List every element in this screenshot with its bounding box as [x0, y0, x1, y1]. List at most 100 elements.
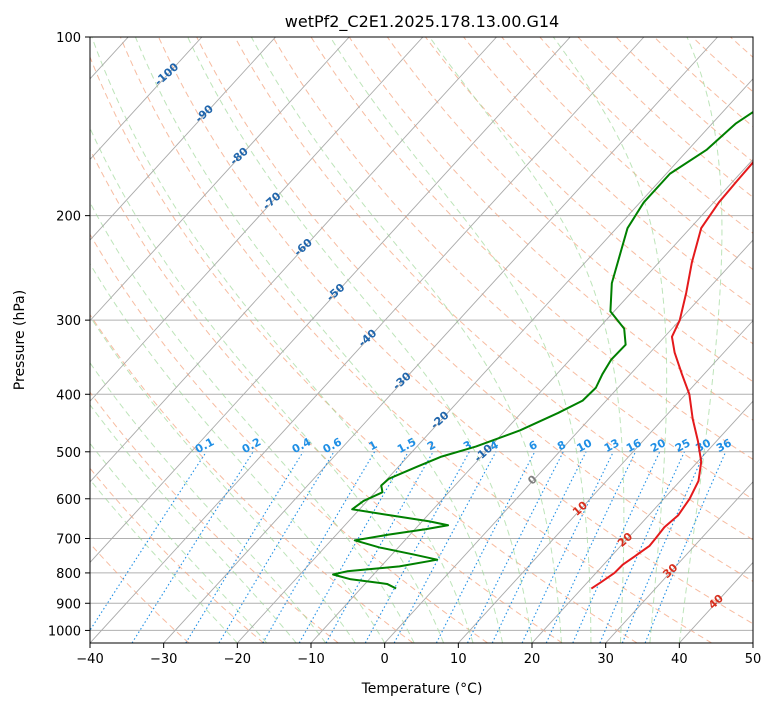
x-tick-label: 30: [597, 652, 614, 667]
dry-adiabat-line: [386, 37, 753, 383]
dry-adiabat-line: [501, 37, 753, 271]
mixing-ratio-label: 0.4: [290, 435, 314, 456]
dry-adiabat-line: [234, 37, 753, 541]
y-tick-label: 300: [56, 314, 81, 329]
sounding-profiles: [332, 110, 753, 590]
y-tick-label: 600: [56, 493, 81, 508]
dry-adiabat-line: [463, 37, 753, 308]
dry-adiabat-line: [769, 37, 775, 643]
dry-adiabat-line: [90, 542, 190, 643]
x-axis: −40 −30 −20 −10 0 10 20 30 40 50: [76, 643, 761, 667]
moist-adiabat-line: [90, 403, 297, 643]
moist-adiabat-line: [678, 37, 723, 643]
dry-adiabat-line: [348, 37, 753, 421]
isotherm-line: [310, 158, 753, 643]
moist-adiabat-line: [90, 262, 386, 643]
mixing-ratio-line: [467, 451, 564, 643]
mixing-ratio-line: [218, 451, 335, 643]
moist-adiabat-line: [90, 362, 327, 643]
dry-adiabat-line: [196, 37, 753, 582]
dry-adiabat-line: [539, 37, 753, 234]
dry-adiabat-line: [90, 391, 339, 643]
mixing-ratio-label: 1.5: [395, 435, 418, 456]
dry-adiabat-line: [577, 37, 753, 198]
mixing-ratio-label: 0.2: [240, 435, 263, 456]
isotherm-line: [90, 37, 497, 483]
x-tick-label: −20: [224, 652, 251, 667]
x-tick-label: −10: [297, 652, 324, 667]
moist-adiabat-line: [90, 315, 356, 643]
mixing-ratio-label: 16: [624, 436, 644, 455]
mixing-ratio-line: [131, 451, 254, 643]
dry-adiabat-line: [119, 37, 713, 643]
moist-adiabats: [90, 37, 723, 643]
x-tick-label: 40: [671, 652, 688, 667]
y-tick-label: 1000: [48, 624, 81, 639]
background-lines: -100-90-80-70-60-50-40-30-20-10010203040…: [90, 37, 775, 643]
y-axis: 100 200 300 400 500 600 700 800 900 1000: [48, 31, 90, 639]
moist-adiabat-line: [134, 37, 504, 643]
mixing-ratio-label: 36: [714, 436, 734, 455]
moist-adiabat-line: [428, 37, 625, 643]
y-axis-label: Pressure (hPa): [12, 290, 28, 390]
mixing-ratio-label: 10: [575, 436, 595, 455]
mixing-ratio-line: [621, 451, 706, 643]
isotherm-line: [384, 239, 753, 643]
x-tick-label: −30: [150, 652, 177, 667]
temperature-profile: [590, 160, 753, 590]
mixing-ratio-label: 0.6: [321, 435, 345, 456]
mixing-ratio-label: 0.1: [193, 435, 216, 456]
isotherm-line: [605, 481, 753, 643]
y-tick-label: 700: [56, 533, 81, 548]
mixing-ratio-label: 25: [673, 436, 693, 455]
mixing-ratio-line: [185, 451, 304, 643]
y-tick-label: 100: [56, 31, 81, 46]
x-tick-label: 10: [450, 652, 467, 667]
dry-adiabat-line: [90, 148, 563, 643]
isotherm-line: [90, 37, 203, 161]
dry-adiabat-line: [90, 313, 414, 643]
isotherm-line: [458, 319, 753, 643]
moist-adiabat-line: [552, 37, 668, 643]
moist-adiabat-line: [91, 37, 474, 643]
isotherm-label: 0: [525, 472, 540, 487]
x-tick-label: 50: [745, 652, 762, 667]
plot-frame: [89, 36, 754, 644]
x-axis-label: Temperature (°C): [361, 681, 483, 697]
mixing-ratio-line: [325, 451, 434, 643]
mixing-ratio-labels: 0.1 0.2 0.4 0.6 1 1.5 2 3 4 6 8 10 13 16 20 25 30 36: [193, 435, 734, 456]
isotherm-line: [90, 37, 350, 322]
x-tick-label: 20: [524, 652, 541, 667]
dry-adiabats: [90, 37, 775, 643]
mixing-ratio-line: [393, 451, 497, 643]
x-tick-label: −40: [76, 652, 103, 667]
isotherm-line: [237, 78, 753, 643]
dry-adiabat-line: [158, 37, 753, 625]
mixing-ratio-label: 2: [425, 438, 438, 453]
moist-adiabat-line: [90, 478, 238, 643]
dry-adiabat-line: [272, 37, 753, 500]
isobar-gridlines: [90, 37, 753, 631]
dry-adiabat-line: [90, 467, 264, 643]
isotherm-line: [752, 642, 753, 643]
isotherm-gridlines: [90, 37, 753, 643]
y-tick-label: 800: [56, 567, 81, 582]
mixing-ratio-line: [491, 451, 587, 643]
x-tick-label: 0: [381, 652, 389, 667]
moist-adiabat-line: [90, 442, 268, 643]
isotherm-line: [90, 37, 276, 241]
dry-adiabat-line: [425, 37, 753, 345]
isotherm-line: [90, 37, 645, 643]
isotherm-line: [531, 400, 753, 643]
y-tick-label: 500: [56, 446, 81, 461]
mixing-ratio-line: [90, 451, 207, 632]
isotherm-line: [90, 37, 571, 564]
moist-adiabat-line: [250, 37, 562, 643]
isotherm-line: [163, 37, 718, 643]
mixing-ratio-label: 6: [527, 438, 540, 453]
mixing-ratio-label: 20: [648, 436, 668, 455]
isotherm-line: [90, 37, 424, 402]
y-tick-label: 900: [56, 597, 81, 612]
mixing-ratio-line: [644, 451, 727, 643]
